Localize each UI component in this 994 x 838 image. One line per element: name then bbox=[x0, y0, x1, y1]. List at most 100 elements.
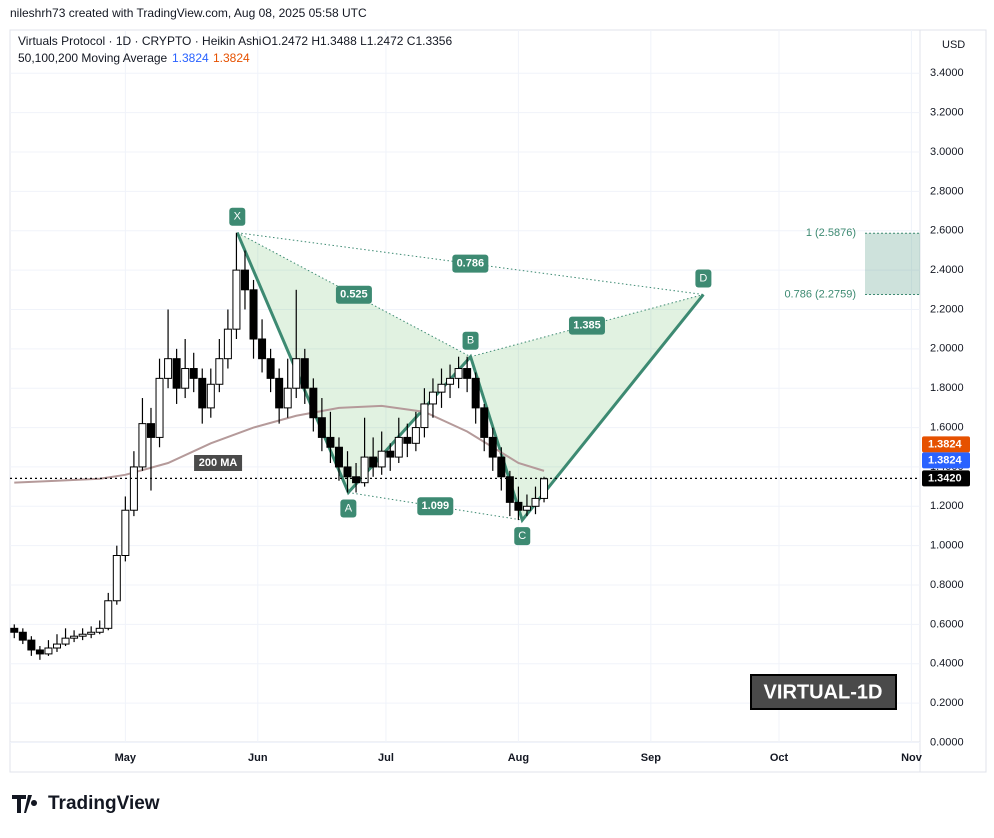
ma-label-bg bbox=[194, 454, 243, 471]
point-label: C bbox=[518, 530, 526, 542]
candle-body bbox=[386, 450, 395, 458]
candle-body bbox=[300, 358, 309, 389]
header: nileshrh73 created with TradingView.com,… bbox=[10, 6, 367, 20]
candle-body bbox=[317, 417, 326, 438]
y-tick-label: 0.8000 bbox=[930, 579, 964, 591]
pattern-fill bbox=[237, 232, 471, 493]
candle-body bbox=[138, 423, 147, 468]
candle-body bbox=[189, 368, 198, 379]
candle-body bbox=[198, 377, 207, 409]
candle-body bbox=[309, 387, 318, 419]
candle-body bbox=[240, 269, 249, 291]
candle-body bbox=[206, 383, 215, 409]
candle-body bbox=[52, 643, 61, 649]
price-label: 1.3824 bbox=[928, 438, 963, 450]
y-tick-label: 2.2000 bbox=[930, 303, 964, 315]
candle-body bbox=[360, 456, 369, 484]
candle-body bbox=[258, 338, 267, 360]
candle-body bbox=[531, 497, 540, 507]
candle-body bbox=[146, 423, 155, 438]
point-label-bg bbox=[340, 499, 357, 518]
candle-body bbox=[129, 466, 138, 511]
y-tick-label: 2.0000 bbox=[930, 343, 964, 355]
ratio-label: 0.786 bbox=[457, 258, 485, 270]
ma-label: 200 MA bbox=[199, 457, 238, 469]
candle-body bbox=[61, 637, 70, 645]
candle-body bbox=[292, 358, 301, 389]
candle-body bbox=[420, 403, 429, 429]
candle-body bbox=[10, 627, 19, 633]
candle-body bbox=[428, 391, 437, 405]
y-tick-label: 1.0000 bbox=[930, 540, 964, 552]
y-tick-label: 1.2000 bbox=[930, 500, 964, 512]
candle-body bbox=[87, 631, 96, 635]
target-label: 0.786 (2.2759) bbox=[784, 288, 856, 300]
candle-body bbox=[514, 501, 523, 511]
y-tick-label: 0.6000 bbox=[930, 618, 964, 630]
point-label: A bbox=[345, 502, 353, 514]
x-tick-label: Aug bbox=[508, 752, 529, 764]
x-tick-label: Sep bbox=[641, 752, 661, 764]
y-tick-label: 1.8000 bbox=[930, 382, 964, 394]
candle-body bbox=[505, 476, 514, 503]
ma-value: 1.3824 bbox=[172, 51, 209, 65]
y-tick-label: 0.2000 bbox=[930, 697, 964, 709]
price-label: 1.3824 bbox=[928, 454, 963, 466]
candle-body bbox=[446, 377, 455, 385]
target-zone bbox=[865, 233, 920, 295]
candle-body bbox=[155, 377, 164, 438]
currency: USD bbox=[942, 39, 965, 51]
candle-body bbox=[497, 456, 506, 478]
ratio-label-bg bbox=[335, 285, 372, 304]
candle-body bbox=[104, 600, 113, 629]
candle-body bbox=[266, 358, 275, 379]
ratio-label: 0.525 bbox=[340, 289, 368, 301]
candle-body bbox=[522, 505, 531, 511]
ratio-label-bg bbox=[452, 254, 489, 273]
point-label: D bbox=[699, 272, 707, 284]
logo-text: TradingView bbox=[48, 793, 160, 814]
candle-body bbox=[181, 368, 190, 389]
candle-body bbox=[70, 635, 79, 639]
y-tick-label: 0.0000 bbox=[930, 736, 964, 748]
y-tick-label: 3.2000 bbox=[930, 107, 964, 119]
pattern-fill bbox=[470, 294, 704, 521]
candle-body bbox=[164, 358, 173, 379]
candle-body bbox=[35, 649, 44, 655]
x-tick-label: Oct bbox=[770, 752, 789, 764]
point-label-bg bbox=[462, 331, 479, 350]
y-tick-label: 0.4000 bbox=[930, 658, 964, 670]
candle-body bbox=[377, 450, 386, 468]
candle-body bbox=[27, 639, 36, 651]
candle-body bbox=[411, 427, 420, 444]
logo-mark bbox=[12, 795, 38, 813]
frame bbox=[9, 29, 987, 773]
candle-body bbox=[121, 509, 130, 557]
price-label: 1.3420 bbox=[928, 472, 962, 484]
candle-body bbox=[275, 377, 284, 409]
candle-body bbox=[249, 289, 258, 340]
target-label: 1 (2.5876) bbox=[806, 227, 856, 239]
y-tick-label: 3.0000 bbox=[930, 146, 964, 158]
candle-body bbox=[334, 446, 343, 468]
candle-body bbox=[283, 387, 292, 409]
footer-logo: TradingView bbox=[12, 793, 160, 814]
point-label-bg bbox=[229, 207, 246, 226]
candle-body bbox=[471, 377, 480, 409]
ratio-label: 1.099 bbox=[422, 500, 450, 512]
candle-body bbox=[95, 627, 104, 633]
y-tick-label: 2.6000 bbox=[930, 225, 964, 237]
candle-body bbox=[18, 631, 27, 641]
plot: 200 MA bbox=[10, 30, 920, 743]
candle-body bbox=[343, 466, 352, 478]
point-label-bg bbox=[514, 527, 531, 546]
point-label: X bbox=[234, 211, 242, 223]
candle-body bbox=[326, 436, 335, 448]
ma-value: 1.3824 bbox=[213, 51, 250, 65]
candle-body bbox=[172, 358, 181, 389]
candle-body bbox=[215, 358, 224, 385]
ma-title: 50,100,200 Moving Average bbox=[18, 51, 168, 65]
y-tick-label: 1.6000 bbox=[930, 421, 964, 433]
candle-body bbox=[480, 407, 489, 438]
